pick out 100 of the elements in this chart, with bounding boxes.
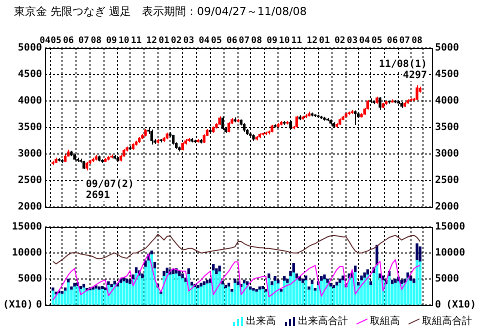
legend-label: 出来高合計 (298, 314, 348, 328)
annotation: 11/08(1) 4297 (378, 58, 428, 81)
y-tick-label: 0 (36, 300, 42, 311)
bar (126, 278, 128, 284)
x-tick-label: 02 (170, 36, 182, 46)
x-tick-label: 05 (211, 36, 222, 46)
bar (283, 280, 286, 305)
y2-tick-label: 15000 (435, 222, 466, 233)
bar (215, 274, 218, 305)
x-tick-label: 06 (62, 36, 74, 46)
bar (162, 270, 166, 277)
y2-tick-label: 0 (435, 300, 442, 311)
bar (122, 281, 126, 305)
bar (326, 278, 329, 284)
x-tick-label: 02 (334, 36, 346, 46)
bar (181, 278, 184, 305)
x-tick-label: 01 (319, 36, 330, 46)
bar (412, 278, 416, 284)
bar (218, 271, 221, 305)
bar (175, 273, 178, 305)
bar (126, 282, 128, 305)
bar (215, 268, 218, 275)
bar (52, 290, 54, 305)
bar (270, 281, 274, 286)
bar (206, 283, 209, 305)
x-tick-label: 06 (386, 36, 398, 46)
bar (236, 281, 240, 286)
x-tick-label: 08 (251, 36, 262, 46)
bar (128, 280, 132, 285)
bar (218, 266, 221, 272)
y-tick-label: 3500 (18, 122, 42, 134)
bar (92, 290, 94, 305)
bar (194, 286, 196, 305)
bar (234, 278, 236, 284)
x-tick-label: 06 (226, 36, 238, 46)
bar (227, 286, 230, 305)
x-tick-label: 10 (118, 36, 130, 46)
bar (202, 284, 206, 305)
chart-title: 東京金 先限つなぎ 週足 表示期間：09/04/27～11/08/08 (14, 4, 307, 19)
y2-tick-label: 3500 (435, 122, 460, 134)
bar (94, 288, 98, 305)
bar (304, 276, 308, 281)
bar (418, 262, 422, 305)
bar (298, 280, 302, 305)
annotation: 09/07(2) 2691 (86, 178, 134, 201)
bar (258, 290, 261, 305)
x-tick-label: 12 (146, 36, 158, 46)
x-tick-label: 04 (359, 36, 371, 46)
bar (67, 282, 70, 305)
x-tick-label: 09 (266, 36, 278, 46)
bar (286, 278, 289, 284)
bar (60, 294, 64, 305)
bar (162, 276, 166, 305)
candlestick (150, 129, 153, 145)
bar (110, 286, 113, 305)
y-tick-label: 15000 (12, 222, 42, 233)
bar (332, 288, 336, 305)
candlestick (416, 84, 418, 100)
bar (73, 286, 76, 305)
x-tick-label: 03 (183, 36, 194, 46)
bar (138, 276, 141, 305)
x-tick-label: 09 (106, 36, 117, 46)
bar (168, 274, 172, 305)
x-tick-label: 04 (198, 36, 210, 46)
bar (323, 274, 326, 280)
y-tick-label: 4500 (18, 69, 42, 80)
bar (338, 282, 342, 305)
y2-tick-label: 5000 (435, 274, 460, 285)
bar (178, 276, 181, 305)
bar (360, 280, 363, 305)
bar (236, 284, 240, 305)
bar (86, 290, 88, 305)
y-tick-label: 4000 (18, 96, 42, 107)
text: (X10) (2, 300, 33, 311)
bar (326, 282, 329, 305)
bar (252, 290, 255, 305)
bar (172, 274, 175, 305)
bar (394, 282, 397, 305)
bar (58, 293, 60, 305)
y-tick-label: 2500 (18, 175, 42, 186)
bar (200, 282, 202, 288)
bar (181, 273, 184, 279)
bar (292, 272, 295, 305)
y-tick-label: 5000 (18, 42, 42, 54)
bar (88, 290, 92, 305)
bar (76, 286, 79, 305)
y-tick-label: 10000 (12, 248, 42, 259)
bar (100, 289, 104, 305)
bar (323, 279, 326, 305)
bar (119, 282, 122, 305)
y-tick-label: 2000 (18, 202, 42, 213)
x-tick-label: 10 (278, 36, 290, 46)
bar (234, 282, 236, 305)
x-tick-label: 07 (399, 36, 410, 46)
text: (X10) (446, 300, 476, 311)
x-tick-label: 01 (158, 36, 170, 46)
bar (73, 282, 76, 288)
bar (363, 272, 366, 278)
bar (304, 280, 308, 305)
legend-label: 取組高合計 (422, 314, 472, 328)
